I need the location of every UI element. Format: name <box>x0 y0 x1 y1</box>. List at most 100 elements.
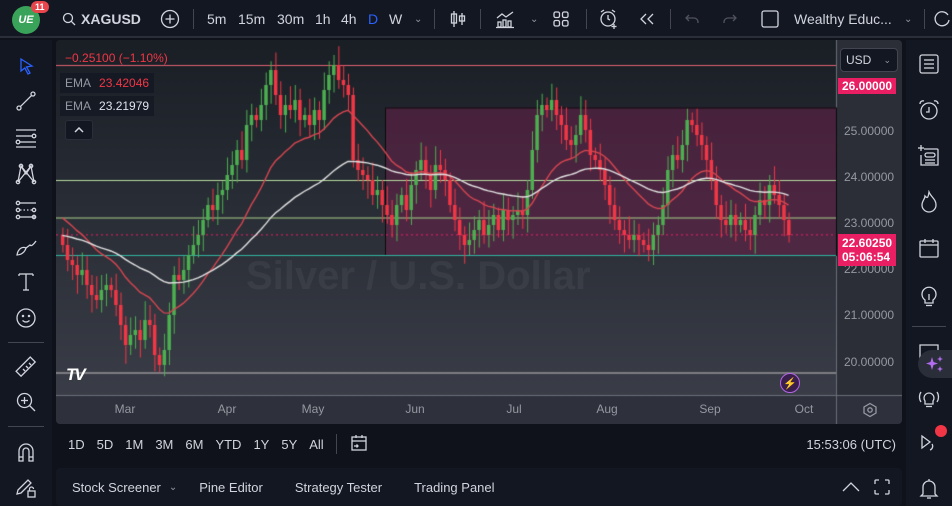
current-price-tag: 22.60250 05:06:54 <box>838 234 897 266</box>
layouts-button[interactable] <box>552 0 570 38</box>
undo-button[interactable] <box>684 0 700 38</box>
horizontal-lines-tool[interactable] <box>12 124 40 152</box>
ema-slow-legend[interactable]: EMA 23.21979 <box>60 96 155 116</box>
price-chart-canvas[interactable] <box>56 40 902 424</box>
chart-type-button[interactable] <box>449 0 467 38</box>
magnet-icon <box>18 443 34 462</box>
trend-line-icon <box>16 91 36 111</box>
streams-button[interactable] <box>915 384 943 412</box>
range-5d[interactable]: 5D <box>96 436 114 452</box>
range-5y[interactable]: 5Y <box>281 436 298 452</box>
bottom-panel-tabs: Stock Screener ⌄ Pine Editor Strategy Te… <box>56 468 902 506</box>
tradingview-logo[interactable]: TV <box>66 365 86 384</box>
maximize-panel-icon[interactable] <box>874 479 890 495</box>
zoom-plus-icon <box>16 392 36 412</box>
redo-icon <box>723 14 737 23</box>
rewind-icon <box>640 13 654 25</box>
expand-panel-chevron-up-icon[interactable] <box>842 482 860 492</box>
range-1m[interactable]: 1M <box>125 436 144 452</box>
emoji-tool[interactable] <box>12 304 40 332</box>
timeframe-w[interactable]: W <box>389 11 403 27</box>
trend-line-tool[interactable] <box>12 87 40 115</box>
range-1d[interactable]: 1D <box>68 436 85 452</box>
pencil-lock-icon <box>16 479 36 498</box>
symbol-name: XAGUSD <box>81 11 141 27</box>
ema-fast-legend[interactable]: EMA 23.42046 <box>60 73 155 93</box>
range-1y[interactable]: 1Y <box>253 436 270 452</box>
time-axis-label: May <box>301 402 325 416</box>
range-6m[interactable]: 6M <box>185 436 204 452</box>
indicators-chevron-icon[interactable]: ⌄ <box>530 13 539 25</box>
time-axis-label: Oct <box>794 402 814 416</box>
tab-strategy-tester[interactable]: Strategy Tester <box>294 479 383 495</box>
notifications-button[interactable] <box>915 474 943 502</box>
calendar-icon <box>919 239 939 258</box>
replay-button[interactable] <box>638 0 656 38</box>
text-tool[interactable] <box>12 268 40 296</box>
forecasting-tool[interactable] <box>12 197 40 225</box>
cursor-tool[interactable] <box>12 52 40 80</box>
xabcd-pattern-icon <box>15 163 37 185</box>
indicators-button[interactable] <box>495 0 515 38</box>
range-ytd[interactable]: YTD <box>215 436 242 452</box>
divider <box>586 9 587 29</box>
timeframe-d[interactable]: D <box>368 11 379 27</box>
hotlists-button[interactable] <box>915 188 943 216</box>
watchlist-button[interactable] <box>915 50 943 78</box>
timeframe-15m[interactable]: 15m <box>238 11 266 27</box>
time-axis-label: Jul <box>506 402 522 416</box>
price-axis-label: 20.00000 <box>844 355 895 369</box>
collapse-legend-button[interactable] <box>65 120 93 140</box>
ai-assistant-button[interactable] <box>918 350 952 378</box>
top-toolbar: UE 11 XAGUSD 5m 15m 30m 1h 4h D W ⌄ ⌄ We… <box>0 0 952 38</box>
quick-search-button[interactable] <box>932 0 952 38</box>
go-to-date-button[interactable] <box>349 433 369 456</box>
layout-chevron-icon[interactable]: ⌄ <box>904 13 913 25</box>
tab-pine-editor[interactable]: Pine Editor <box>199 479 263 495</box>
calendar-button[interactable] <box>915 234 943 262</box>
magnet-tool[interactable] <box>12 438 40 466</box>
alerts-button[interactable] <box>915 96 943 124</box>
lock-drawings-tool[interactable] <box>12 473 40 501</box>
lightning-button[interactable]: ⚡ <box>780 373 800 393</box>
play-signal-icon <box>921 434 934 451</box>
utc-clock[interactable]: 15:53:06 (UTC) <box>806 436 896 452</box>
symbol-search-button[interactable]: XAGUSD <box>62 0 141 38</box>
range-all[interactable]: All <box>309 436 324 452</box>
right-sidebar <box>906 40 952 506</box>
object-tree-button[interactable] <box>915 142 943 170</box>
timeframe-1h[interactable]: 1h <box>315 11 331 27</box>
time-axis-label: Aug <box>596 402 618 416</box>
add-list-icon <box>918 145 939 166</box>
chart-pane[interactable]: Silver / U.S. Dollar −0.25100 (−1.10%) E… <box>56 40 902 424</box>
range-3m[interactable]: 3M <box>155 436 174 452</box>
time-axis-label: Jun <box>405 402 425 416</box>
measure-tool[interactable] <box>12 353 40 381</box>
ema-fast-label: EMA <box>65 76 92 90</box>
plus-circle-icon <box>160 9 180 29</box>
layout-name[interactable]: Wealthy Educ... <box>794 11 892 27</box>
ideas-button[interactable] <box>915 282 943 310</box>
replay-trading-button[interactable] <box>915 428 943 456</box>
ema-fast-value: 23.42046 <box>99 76 150 90</box>
compare-symbol-button[interactable] <box>160 0 180 38</box>
ruler-icon <box>15 356 37 378</box>
brush-tool[interactable] <box>12 233 40 261</box>
layout-select-checkbox[interactable] <box>760 0 780 38</box>
live-indicator-dot <box>935 425 947 437</box>
timeframe-30m[interactable]: 30m <box>277 11 305 27</box>
stock-screener-chevron-icon[interactable]: ⌄ <box>168 481 178 493</box>
tab-stock-screener[interactable]: Stock Screener <box>72 479 161 495</box>
timeframe-dropdown-chevron-icon[interactable]: ⌄ <box>414 13 423 25</box>
currency-select[interactable]: USD ⌄ <box>840 48 898 72</box>
pattern-tool[interactable] <box>12 160 40 188</box>
tab-trading-panel[interactable]: Trading Panel <box>414 479 495 495</box>
redo-button[interactable] <box>722 0 738 38</box>
zoom-in-tool[interactable] <box>12 388 40 416</box>
sparkle-icon <box>926 356 943 372</box>
timeframe-4h[interactable]: 4h <box>341 11 357 27</box>
create-alert-button[interactable] <box>598 0 620 38</box>
chart-settings-button[interactable] <box>862 402 878 423</box>
notification-badge: 11 <box>31 1 49 13</box>
timeframe-5m[interactable]: 5m <box>207 11 227 27</box>
